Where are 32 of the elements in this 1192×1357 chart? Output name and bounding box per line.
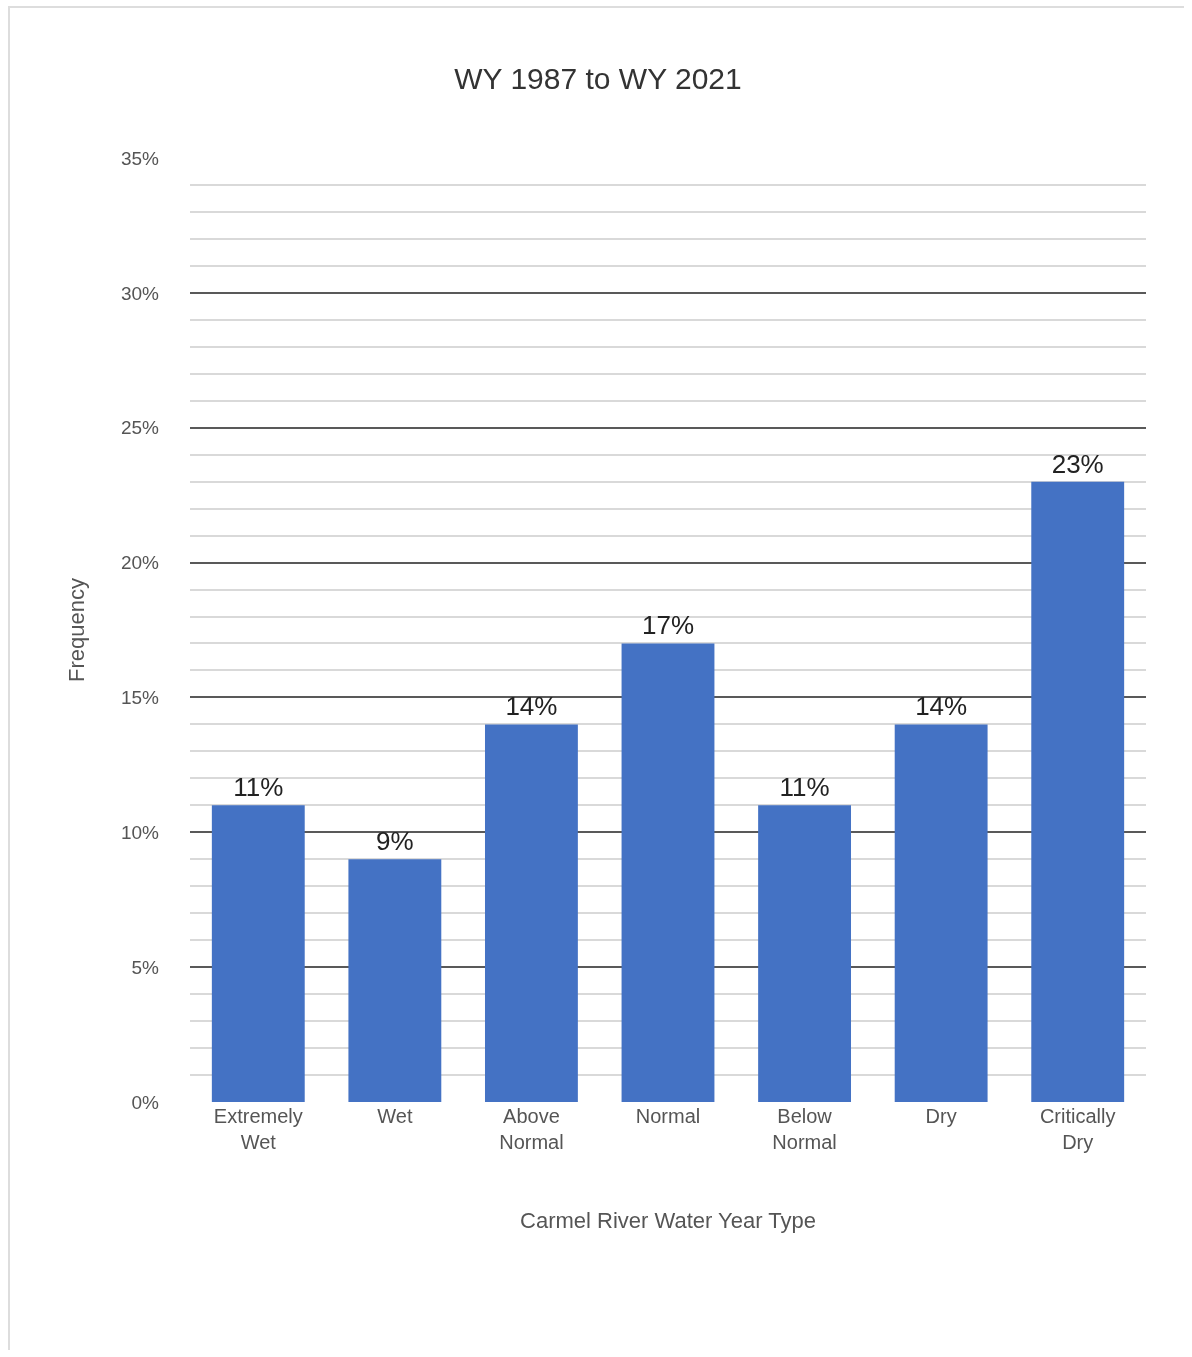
- bar: [348, 859, 442, 1102]
- bar: [1031, 481, 1125, 1102]
- data-label: 9%: [376, 826, 414, 857]
- bar: [484, 724, 578, 1102]
- bar: [211, 805, 305, 1102]
- x-axis-title: Carmel River Water Year Type: [520, 1207, 816, 1233]
- x-tick-label: Extremely Wet: [213, 1105, 303, 1153]
- bar: [758, 805, 852, 1102]
- y-tick-label: 20%: [120, 552, 160, 574]
- data-label: 23%: [1051, 448, 1104, 479]
- y-tick-label: 25%: [120, 417, 160, 439]
- y-tick-label: 30%: [120, 282, 160, 304]
- data-label: 11%: [779, 772, 830, 803]
- data-label: 11%: [233, 772, 284, 803]
- data-label: 17%: [641, 610, 695, 641]
- x-tick-label: Normal: [635, 1105, 701, 1127]
- x-tick-label: Above Normal: [499, 1105, 564, 1153]
- x-tick-label: Dry: [925, 1105, 957, 1127]
- x-tick-label: Critically Dry: [1039, 1105, 1116, 1153]
- data-label: 14%: [505, 691, 558, 722]
- x-tick-label: Wet: [377, 1105, 413, 1127]
- chart-title: WY 1987 to WY 2021: [454, 62, 742, 96]
- y-tick-label: 35%: [120, 147, 160, 169]
- x-tick-label: Below Normal: [772, 1105, 837, 1153]
- data-label: 14%: [915, 691, 968, 722]
- bar: [894, 724, 988, 1102]
- bar: [621, 643, 715, 1102]
- y-tick-label: 0%: [131, 1091, 160, 1113]
- y-tick-label: 10%: [120, 821, 160, 843]
- y-tick-label: 5%: [131, 956, 160, 978]
- y-axis-title: Frequency: [63, 578, 89, 682]
- y-tick-label: 15%: [120, 687, 160, 709]
